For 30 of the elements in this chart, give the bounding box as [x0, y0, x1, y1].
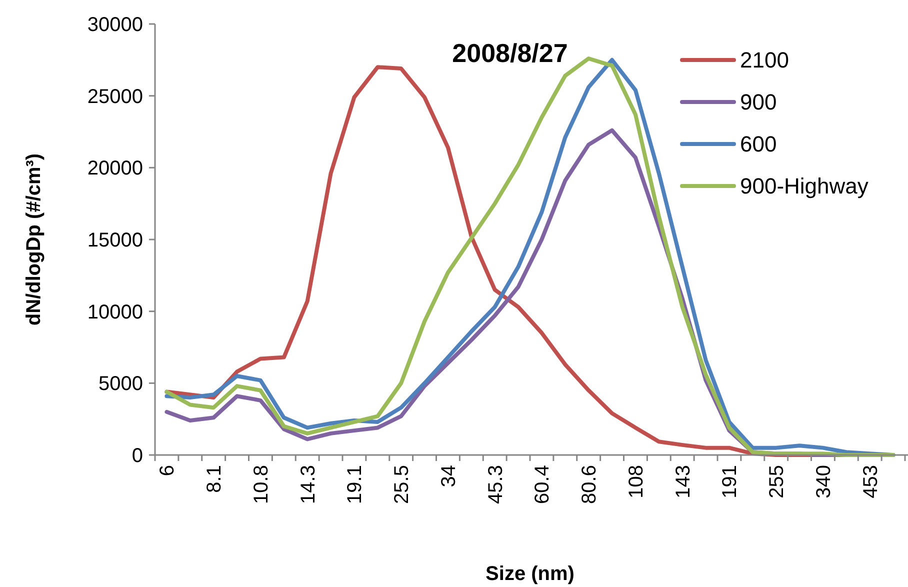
y-tick-label: 30000: [87, 14, 143, 36]
y-tick-label: 20000: [87, 158, 143, 180]
legend-label: 900: [740, 90, 777, 115]
y-tick-label: 5000: [98, 373, 143, 396]
x-tick-label: 10.8: [250, 465, 272, 504]
x-tick-label: 143: [672, 465, 694, 498]
x-tick-label: 255: [766, 465, 788, 498]
x-tick-label: 14.3: [297, 465, 320, 504]
x-tick-label: 80.6: [578, 465, 601, 504]
y-axis-title: dN/dlogDp (#/cm³): [23, 153, 45, 326]
x-tick-label: 34: [438, 465, 460, 488]
x-tick-label: 25.5: [391, 465, 414, 504]
legend-label: 900-Highway: [740, 174, 868, 199]
x-tick-label: 340: [812, 465, 835, 498]
y-tick-label: 25000: [87, 86, 143, 108]
x-axis-title: Size (nm): [486, 563, 574, 585]
x-tick-label: 8.1: [204, 465, 226, 493]
y-tick-label: 10000: [87, 301, 143, 324]
x-tick-label: 60.4: [532, 465, 554, 504]
legend-label: 2100: [740, 48, 789, 73]
text: 2008/8/27: [452, 38, 568, 68]
x-tick-label: 453: [860, 465, 882, 498]
y-tick-label: 15000: [87, 230, 143, 252]
x-tick-label: 191: [719, 465, 742, 498]
x-tick-label: 108: [625, 465, 648, 498]
y-tick-label: 0: [132, 445, 143, 467]
x-tick-label: 45.3: [484, 465, 507, 504]
x-tick-label: 19.1: [344, 465, 366, 504]
x-tick-label: 6: [156, 465, 179, 476]
legend-label: 600: [740, 132, 777, 157]
